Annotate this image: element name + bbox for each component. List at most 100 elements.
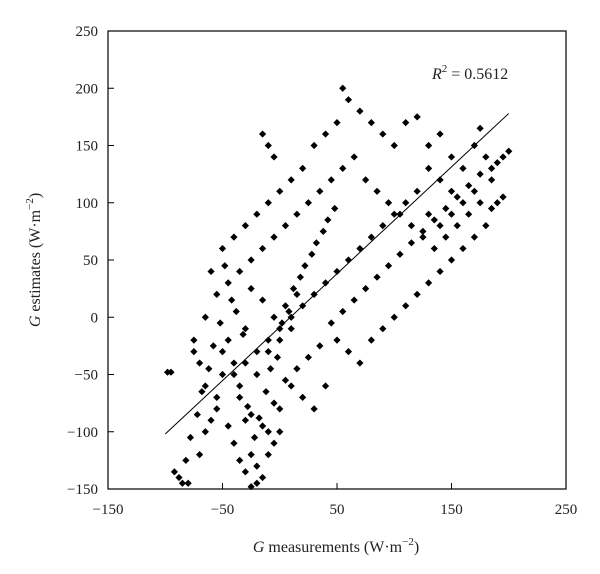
data-point [430, 244, 438, 253]
data-point [470, 233, 478, 241]
data-point [310, 405, 318, 413]
data-point [182, 456, 190, 464]
data-point [209, 342, 217, 350]
r-squared-value: = 0.5612 [447, 66, 508, 83]
data-point [178, 479, 187, 487]
y-tick-label: 150 [76, 139, 99, 155]
data-point [218, 370, 227, 379]
data-point [310, 290, 318, 298]
data-point [430, 216, 438, 224]
data-point [224, 336, 232, 344]
data-point [163, 368, 172, 376]
data-point [247, 285, 255, 293]
data-point [270, 153, 278, 161]
data-point [324, 216, 332, 224]
data-point [228, 296, 236, 304]
y-axis-ticks: −150 −100 −50 0 50 100 150 200 250 [67, 24, 114, 498]
data-point [247, 483, 255, 491]
data-point [289, 285, 298, 293]
data-point [213, 290, 221, 298]
data-point [396, 250, 404, 258]
data-point [224, 279, 232, 287]
data-point [262, 388, 270, 396]
data-point [296, 273, 304, 281]
y-tick-label: −50 [75, 368, 98, 384]
data-point [301, 262, 309, 270]
data-point [436, 267, 444, 276]
data-point [253, 210, 261, 218]
data-point [442, 204, 450, 213]
data-point [241, 359, 249, 367]
data-point [190, 348, 198, 356]
data-point [299, 393, 307, 401]
data-point [278, 319, 286, 327]
data-point [281, 222, 290, 230]
data-point [465, 210, 473, 218]
data-point [205, 365, 213, 373]
data-point [236, 456, 244, 464]
x-tick-label: −50 [211, 502, 234, 518]
data-point [459, 244, 467, 253]
data-point [258, 244, 267, 253]
data-point [402, 199, 410, 207]
data-point [230, 233, 238, 241]
data-point [244, 402, 252, 411]
data-point [276, 187, 284, 195]
data-point [356, 107, 364, 115]
data-point [499, 153, 507, 161]
r-squared-annotation: R2 = 0.5612 [431, 63, 508, 83]
data-point [270, 399, 278, 407]
y-tick-label: −100 [67, 425, 98, 441]
data-point [379, 325, 387, 333]
data-point [319, 227, 327, 235]
x-axis-label: G measurements (W·m−2) [253, 536, 419, 556]
data-point [459, 199, 467, 207]
data-point [293, 365, 301, 373]
data-point [230, 359, 238, 367]
data-point [270, 439, 278, 447]
data-point [193, 410, 201, 419]
data-point [396, 210, 404, 218]
data-point [327, 176, 335, 184]
data-point [447, 153, 456, 161]
x-tick-label: 50 [330, 502, 345, 518]
data-point [390, 313, 398, 321]
data-point [379, 130, 387, 138]
data-point [253, 462, 261, 470]
data-point [247, 256, 255, 264]
data-point [339, 307, 347, 316]
data-point [258, 296, 267, 304]
data-point [362, 176, 370, 184]
data-point [304, 353, 312, 361]
data-point [316, 342, 324, 350]
data-point [493, 199, 501, 207]
data-point [258, 130, 267, 138]
y-axis-label-text: estimates (W·m [27, 209, 44, 315]
data-point [276, 405, 284, 413]
data-point [487, 164, 496, 172]
data-point [312, 239, 320, 247]
data-point [390, 210, 398, 218]
data-point [419, 233, 427, 241]
data-point [270, 233, 278, 241]
y-tick-label: 50 [83, 253, 98, 269]
data-point [230, 370, 238, 379]
data-point [247, 410, 255, 419]
data-point [476, 124, 484, 132]
data-point [487, 204, 496, 213]
data-point [402, 119, 410, 127]
data-point [186, 433, 195, 442]
x-axis-label-text: measurements (W·m [264, 539, 402, 556]
data-point [482, 222, 490, 230]
r-squared-var: R [431, 66, 442, 83]
data-point [367, 233, 375, 241]
data-point [487, 176, 496, 184]
data-point [213, 393, 221, 401]
x-axis-label-sup: −2 [402, 536, 414, 548]
data-point [255, 414, 263, 422]
data-point [293, 290, 301, 298]
data-point [236, 393, 244, 401]
data-point [350, 153, 358, 161]
data-point [390, 141, 398, 150]
data-point [264, 451, 272, 459]
